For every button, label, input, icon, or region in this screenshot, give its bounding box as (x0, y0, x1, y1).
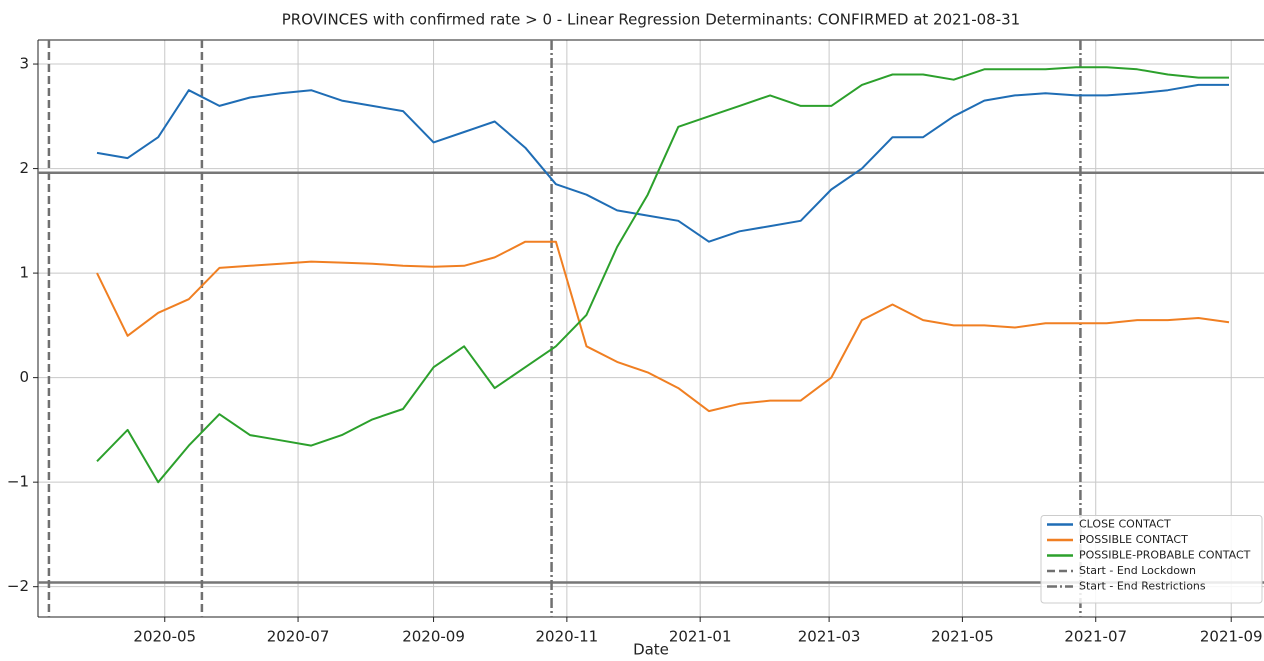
x-axis-label: Date (633, 641, 669, 659)
x-tick-label: 2021-01 (669, 628, 732, 646)
y-tick-label: 3 (19, 55, 29, 73)
y-tick-label: 0 (19, 368, 29, 386)
x-tick-label: 2021-05 (931, 628, 994, 646)
y-tick-label: 2 (19, 159, 29, 177)
y-tick-label: −2 (7, 577, 29, 595)
x-tick-label: 2021-09 (1200, 628, 1263, 646)
x-tick-label: 2021-03 (798, 628, 861, 646)
legend-label: Start - End Lockdown (1079, 564, 1196, 577)
x-tick-label: 2020-07 (267, 628, 330, 646)
series-line (96, 83, 1229, 243)
x-tick-label: 2020-05 (133, 628, 196, 646)
legend-box (1040, 515, 1263, 604)
x-tick-label: 2020-11 (536, 628, 599, 646)
x-tick-label: 2020-09 (402, 628, 465, 646)
legend-label: CLOSE CONTACT (1079, 518, 1171, 531)
x-tick-label: 2021-07 (1064, 628, 1127, 646)
legend-label: POSSIBLE CONTACT (1079, 533, 1188, 546)
legend: CLOSE CONTACT POSSIBLE CONTACT POSSIBLE-PR… (1040, 515, 1263, 604)
chart-title: PROVINCES with confirmed rate > 0 - Line… (282, 11, 1020, 29)
y-tick-label: −1 (7, 473, 29, 491)
series-line (96, 240, 1230, 413)
series-line (96, 66, 1229, 484)
y-tick-label: 1 (19, 264, 29, 282)
legend-label: POSSIBLE-PROBABLE CONTACT (1079, 549, 1251, 562)
legend-label: Start - End Restrictions (1079, 580, 1206, 593)
